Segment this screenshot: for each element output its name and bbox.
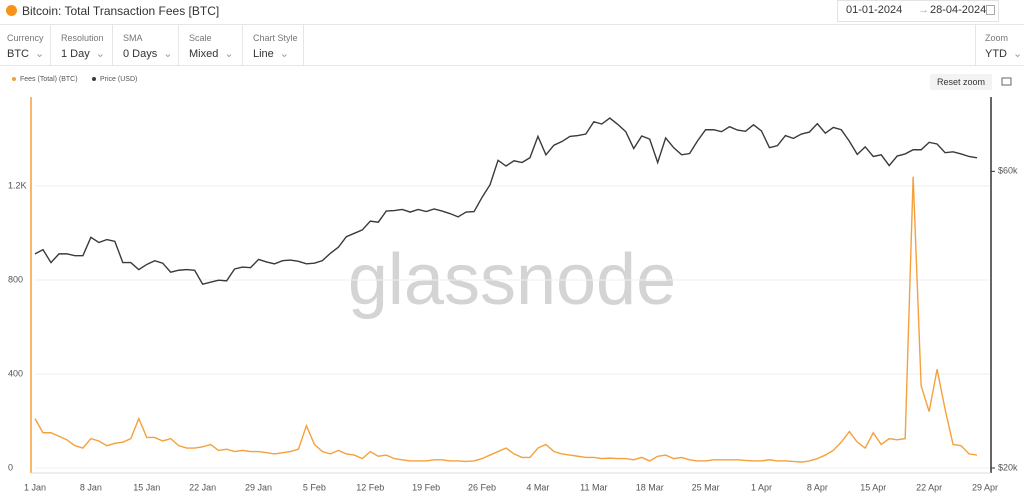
control-label: Scale [189,33,212,43]
x-tick-label: 11 Mar [580,482,607,492]
x-tick-label: 1 Apr [751,482,772,492]
separator [303,25,304,65]
control-value[interactable]: BTC ⌄ [7,48,45,60]
calendar-icon[interactable] [986,5,995,15]
control-value[interactable]: 0 Days ⌄ [123,48,173,60]
series-line [34,176,978,463]
legend-swatch [12,77,16,81]
x-tick-label: 25 Mar [692,482,720,492]
control-value[interactable]: Line ⌄ [253,48,290,60]
control-label: Resolution [61,33,104,43]
separator [178,25,179,65]
x-tick-label: 5 Feb [303,482,326,492]
control[interactable]: Currency BTC ⌄ [7,33,44,60]
x-tick-label: 18 Mar [636,482,664,492]
date-to[interactable]: 28-04-2024 [930,4,987,16]
divider [0,65,1024,66]
control-label: Chart Style [253,33,298,43]
series-line [34,117,978,286]
chevron: ⌄ [1013,48,1023,60]
date-from[interactable]: 01-01-2024 [846,4,903,16]
camera-icon[interactable] [1001,77,1012,86]
date-range[interactable]: 01-01-2024 → 28-04-2024 [837,0,999,22]
control[interactable]: SMA 0 Days ⌄ [123,33,172,60]
control-value[interactable]: Mixed ⌄ [189,48,234,60]
x-tick-label: 26 Feb [468,482,496,492]
control-label: SMA [123,33,143,43]
x-tick-label: 15 Jan [133,482,160,492]
control-label: Currency [7,33,44,43]
y2-tick-label: $20k [998,462,1018,472]
x-tick-label: 22 Apr [916,482,942,492]
x-tick-label: 29 Apr [972,482,998,492]
x-tick-label: 8 Apr [807,482,828,492]
legend-swatch [92,77,96,81]
coin-icon [6,5,17,16]
chevron: ⌄ [95,48,105,60]
x-tick-label: 22 Jan [189,482,216,492]
x-tick-label: 15 Apr [860,482,886,492]
control-value[interactable]: 1 Day ⌄ [61,48,105,60]
y2-tick-label: $60k [998,166,1018,176]
y-tick-label: 800 [8,274,23,284]
legend-label: Fees (Total) (BTC) [20,76,78,83]
x-tick-label: 29 Jan [245,482,272,492]
control[interactable]: Resolution 1 Day ⌄ [61,33,105,60]
y-tick-label: 0 [8,462,13,472]
legend-label: Price (USD) [100,76,137,83]
x-tick-label: 1 Jan [24,482,46,492]
reset-zoom-button[interactable]: Reset zoom [930,74,993,90]
x-tick-label: 12 Feb [356,482,384,492]
y-tick-label: 1.2K [8,180,27,190]
separator [242,25,243,65]
control[interactable]: Zoom YTD ⌄ [985,33,1022,60]
separator [975,25,976,65]
chevron: ⌄ [163,48,173,60]
chevron: ⌄ [279,48,290,60]
x-tick-label: 4 Mar [526,482,549,492]
control-label: Zoom [985,33,1009,43]
separator [50,25,51,65]
control-value[interactable]: YTD ⌄ [985,48,1023,60]
x-tick-label: 8 Jan [80,482,102,492]
control[interactable]: Chart Style Line ⌄ [253,33,298,60]
separator [112,25,113,65]
arrow: → [918,4,929,16]
y-tick-label: 400 [8,368,23,378]
x-tick-label: 19 Feb [412,482,440,492]
control[interactable]: Scale Mixed ⌄ [189,33,234,60]
page-title: Bitcoin: Total Transaction Fees [BTC] [22,4,220,18]
chevron: ⌄ [35,48,45,60]
chevron: ⌄ [224,48,234,60]
divider [0,24,1024,25]
